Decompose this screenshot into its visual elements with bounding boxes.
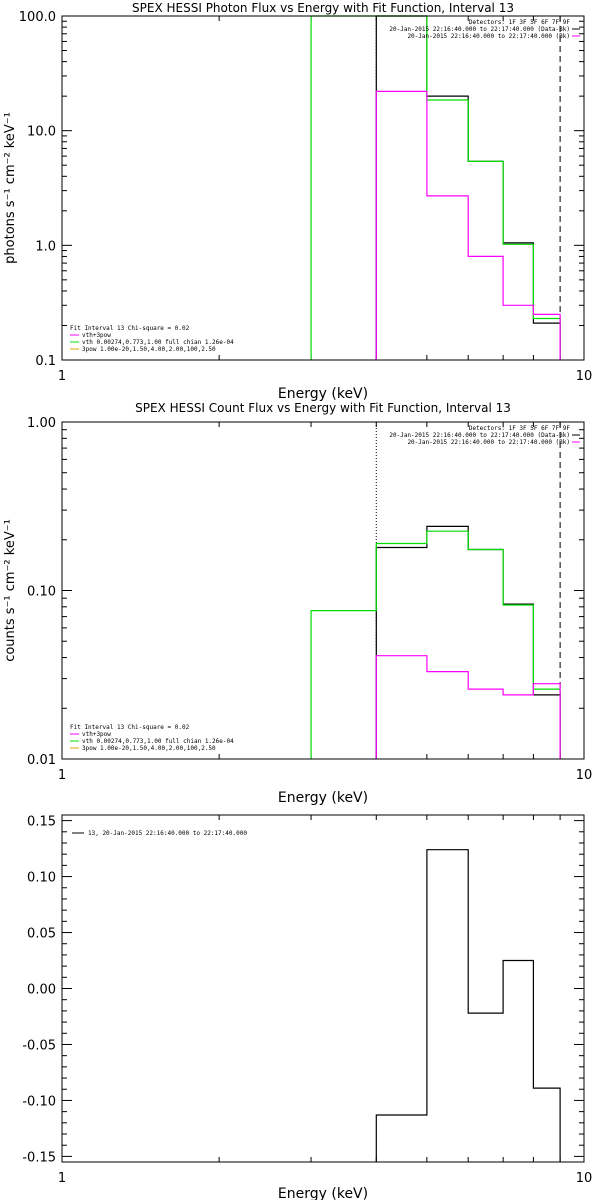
legend-entry: 20-Jan-2015 22:16:40.000 to 22:17:40.000… [407,439,570,446]
x-tick-label: 1 [58,1171,66,1186]
series-step-line [375,90,561,360]
x-tick-label: 10 [576,1171,593,1186]
panel-2: SPEX HESSI Count Flux vs Energy with Fit… [3,401,592,806]
series-step-line [375,849,561,1162]
legend-entry: Detectors: 1F 3F 5F 6F 7F 9F [469,19,571,26]
y-tick-label: 0.10 [27,871,56,886]
series-step-line [375,15,561,360]
x-axis-label: Energy (keV) [278,790,368,806]
chart-title: SPEX HESSI Photon Flux vs Energy with Fi… [132,1,514,15]
series-step-line [375,655,561,759]
y-tick-label: 0.10 [27,585,56,600]
legend-entry: 20-Jan-2015 22:16:40.000 to 22:17:40.000… [407,33,570,40]
legend-entry: 20-Jan-2015 22:16:40.000 to 22:17:40.000… [389,26,570,33]
panel-3: Energy (keV) 1 10 -0.15 -0.10 -0.05 0.00 0.05 0.… [22,814,593,1200]
legend-entry: vth 0.00274,0.773,1.00 full chian 1.26e-… [82,738,234,745]
legend-entry: 3pow 1.00e-20,1.50,4.00,2.00,100,2.50 [82,346,216,353]
legend-entry: 3pow 1.00e-20,1.50,4.00,2.00,100,2.50 [82,745,216,752]
legend-entry: 13, 20-Jan-2015 22:16:40.000 to 22:17:40… [88,830,247,837]
y-tick-label: 0.00 [27,983,56,998]
plot-frame [61,421,585,760]
y-tick-label: 0.15 [27,815,56,830]
x-tick-label: 1 [58,369,66,384]
y-tick-label: 10.0 [27,125,56,140]
series-step-line [310,15,561,360]
legend-entry: Fit Interval 13 Chi-square = 0.02 [70,724,190,731]
y-axis-label: counts s⁻¹ cm⁻² keV⁻¹ [3,519,18,662]
plot-frame [61,15,585,361]
x-tick-label: 10 [576,768,593,783]
y-tick-label: -0.05 [22,1038,56,1053]
chart-title: SPEX HESSI Count Flux vs Energy with Fit… [135,401,511,415]
y-tick-label: 0.1 [35,354,56,369]
panel-1: SPEX HESSI Photon Flux vs Energy with Fi… [3,1,592,402]
x-axis-label: Energy (keV) [278,1186,368,1200]
legend-entry: Fit Interval 13 Chi-square = 0.02 [70,325,190,332]
y-tick-label: 0.01 [27,753,56,768]
y-tick-label: 0.05 [27,927,56,942]
y-tick-label: -0.15 [22,1150,56,1165]
x-axis-label: Energy (keV) [278,386,368,402]
y-tick-label: 1.00 [27,416,56,431]
series-step-line [375,525,561,759]
x-tick-label: 10 [576,369,593,384]
y-tick-label: 100.0 [19,10,56,25]
plot-frame [61,814,585,1163]
series-step-line [310,530,561,759]
y-tick-label: 1.0 [35,239,56,254]
legend-entry: vth+3pow [82,731,111,738]
y-tick-label: -0.10 [22,1094,56,1109]
legend-entry: vth+3pow [82,332,111,339]
legend-entry: 20-Jan-2015 22:16:40.000 to 22:17:40.000… [389,432,570,439]
legend-entry: Detectors: 1F 3F 5F 6F 7F 9F [469,425,571,432]
legend-entry: vth 0.00274,0.773,1.00 full chian 1.26e-… [82,339,234,346]
y-axis-label: photons s⁻¹ cm⁻² keV⁻¹ [3,112,18,264]
x-tick-label: 1 [58,768,66,783]
